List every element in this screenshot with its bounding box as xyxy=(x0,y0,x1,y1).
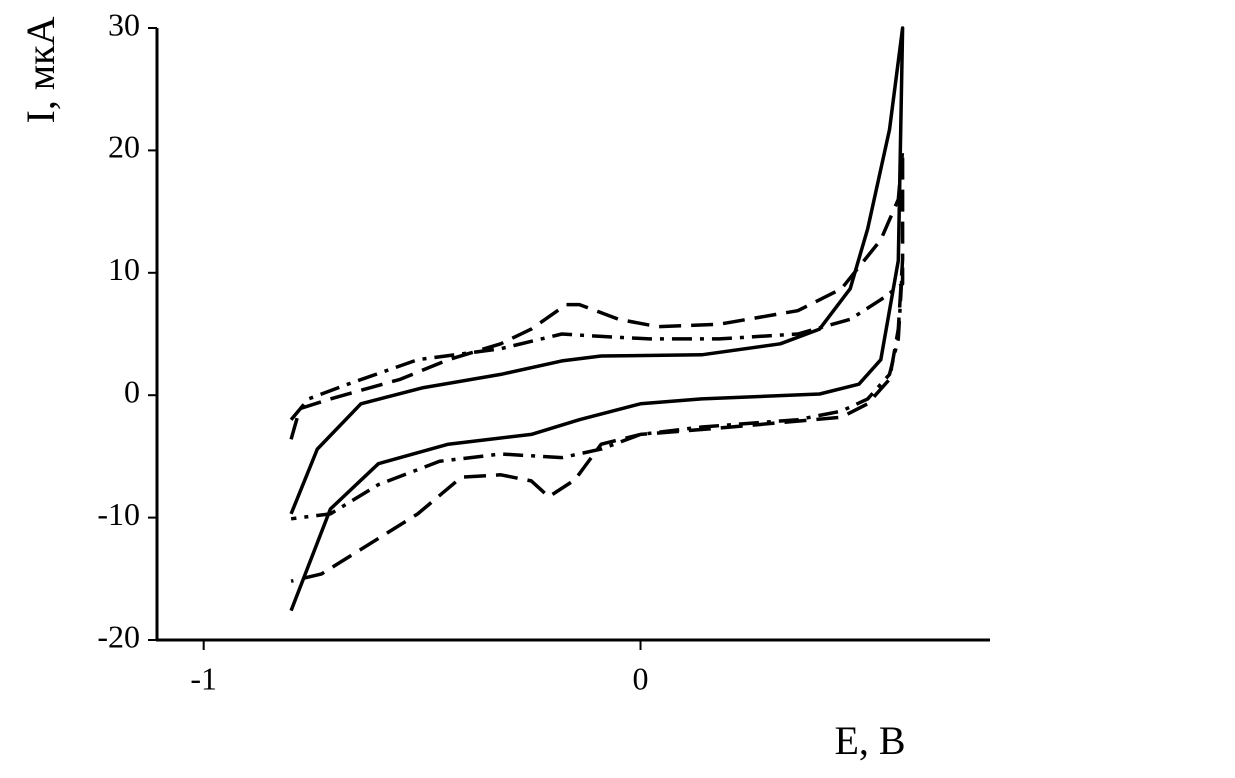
y-axis-label: I, мкА xyxy=(18,16,63,123)
y-tick-label: -20 xyxy=(97,618,140,654)
y-tick-label: 20 xyxy=(108,129,140,165)
y-tick-label: 0 xyxy=(124,374,140,410)
y-tick-label: -10 xyxy=(97,496,140,532)
cv-curve xyxy=(289,262,905,521)
cv-curve xyxy=(289,26,905,612)
x-tick-label: -1 xyxy=(190,660,217,696)
y-tick-label: 10 xyxy=(108,251,140,287)
x-tick-label: 0 xyxy=(633,660,649,696)
cv-curve xyxy=(289,148,905,583)
x-axis-label: E, В xyxy=(834,718,905,763)
y-tick-label: 30 xyxy=(108,6,140,42)
